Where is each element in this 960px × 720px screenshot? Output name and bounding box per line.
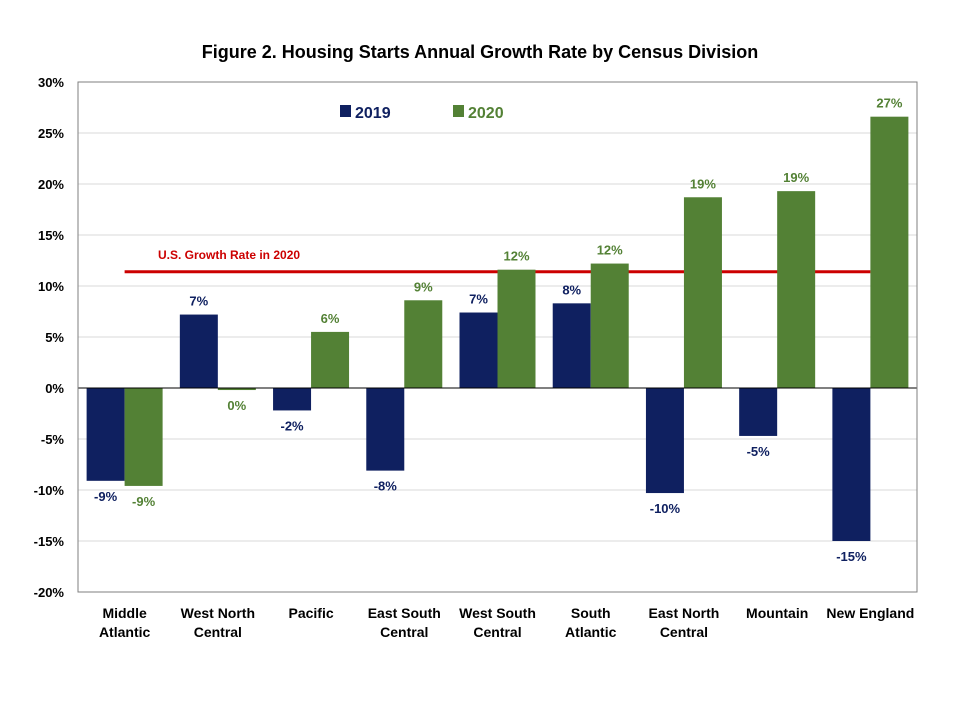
bar-2019 — [86, 388, 125, 481]
bar-2019 — [179, 314, 218, 388]
reference-line-group: U.S. Growth Rate in 2020 — [124, 248, 871, 274]
y-tick-label: 15% — [38, 228, 64, 243]
legend: 2019 2020 — [340, 105, 504, 122]
y-tick-label: 10% — [38, 279, 64, 294]
y-tick-label: 30% — [38, 75, 64, 90]
x-category-label: Central — [380, 624, 428, 640]
bar-2019 — [552, 303, 591, 388]
data-label-2020: 0% — [227, 398, 246, 413]
data-label-2020: 12% — [503, 249, 529, 264]
legend-label-2019: 2019 — [355, 105, 391, 122]
data-labels: -9% -9% 7% 0% -2% 6% -8% 9% 7% 12% 8% 12% -10% 19% -5%… — [94, 96, 903, 564]
x-category-label: Central — [473, 624, 521, 640]
data-label-2019: 7% — [189, 294, 208, 309]
data-label-2020: 27% — [876, 96, 902, 111]
y-tick-label: -5% — [41, 432, 65, 447]
x-category-label: Pacific — [288, 605, 333, 621]
us-growth-rate-label: U.S. Growth Rate in 2020 — [158, 248, 300, 262]
bar-2020 — [404, 300, 443, 388]
x-category-label: South — [571, 605, 611, 621]
bar-2019 — [459, 312, 498, 388]
data-label-2019: -9% — [94, 489, 118, 504]
bar-2019 — [645, 388, 684, 494]
data-label-2020: 9% — [414, 279, 433, 294]
y-tick-label: 20% — [38, 177, 64, 192]
legend-swatch-2020 — [453, 105, 464, 117]
legend-swatch-2019 — [340, 105, 351, 117]
x-category-label: East North — [649, 605, 720, 621]
data-label-2020: 12% — [597, 243, 623, 258]
y-tick-label: 5% — [45, 330, 64, 345]
x-category-label: Central — [660, 624, 708, 640]
data-label-2019: -10% — [650, 501, 681, 516]
bar-2020 — [590, 263, 629, 388]
data-label-2019: -5% — [747, 444, 771, 459]
y-axis-tick-labels: -20% -15% -10% -5% 0% 5% 10% 15% 20% 25% 30% — [34, 75, 65, 600]
chart-title: Figure 2. Housing Starts Annual Growth R… — [201, 42, 759, 62]
data-label-2019: -2% — [280, 418, 304, 433]
data-label-2020: 6% — [321, 311, 340, 326]
y-tick-label: 0% — [45, 381, 64, 396]
bar-2020 — [870, 116, 909, 389]
x-category-label: West North — [181, 605, 255, 621]
bar-2020 — [124, 388, 163, 486]
data-label-2020: -9% — [132, 494, 156, 509]
x-category-label: Atlantic — [99, 624, 151, 640]
x-category-label: Mountain — [746, 605, 808, 621]
y-tick-label: 25% — [38, 126, 64, 141]
bar-2019 — [366, 388, 405, 471]
bar-2020 — [217, 388, 256, 391]
bar-2020 — [497, 269, 536, 388]
x-category-label: Middle — [102, 605, 147, 621]
bars — [86, 116, 909, 541]
bar-2020 — [777, 191, 816, 388]
data-label-2019: -8% — [374, 479, 398, 494]
data-label-2019: -15% — [836, 549, 867, 564]
y-tick-label: -20% — [34, 585, 65, 600]
x-category-label: Central — [194, 624, 242, 640]
y-tick-label: -15% — [34, 534, 65, 549]
legend-label-2020: 2020 — [468, 105, 504, 122]
x-category-label: West South — [459, 605, 536, 621]
bar-2019 — [832, 388, 871, 541]
data-label-2020: 19% — [690, 176, 716, 191]
x-category-label: Atlantic — [565, 624, 617, 640]
bar-2019 — [273, 388, 312, 411]
x-category-label: New England — [826, 605, 914, 621]
x-axis-category-labels: Middle Atlantic West North Central Pacific Ea… — [99, 605, 914, 640]
data-label-2019: 7% — [469, 292, 488, 307]
bar-2020 — [683, 197, 722, 388]
bar-2019 — [739, 388, 778, 436]
data-label-2020: 19% — [783, 170, 809, 185]
y-tick-label: -10% — [34, 483, 65, 498]
x-category-label: East South — [368, 605, 441, 621]
plot-area-border — [77, 81, 918, 593]
bar-2020 — [311, 331, 350, 388]
data-label-2019: 8% — [562, 282, 581, 297]
